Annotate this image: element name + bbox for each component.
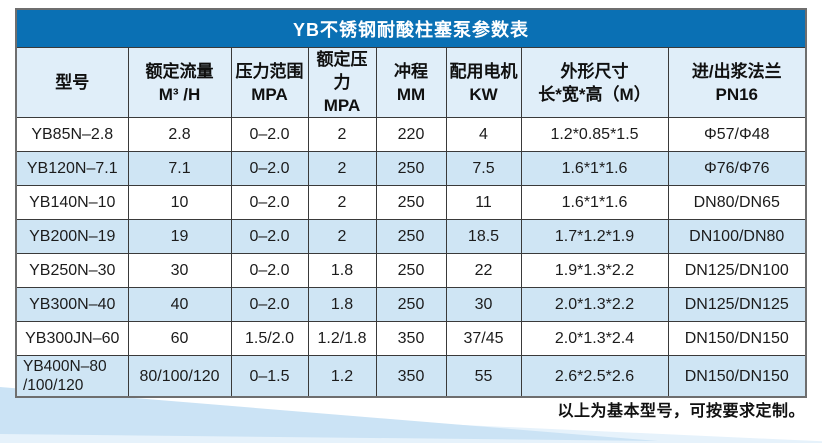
title-row: YB不锈钢耐酸柱塞泵参数表 [15,8,807,48]
column-header-dimensions: 外形尺寸 长*宽*高（M） [520,47,669,118]
table-row: YB85N–2.8 2.8 0–2.0 2 220 4 1.2*0.85*1.5 Φ57/Φ4… [15,117,807,152]
cell-model: YB85N–2.8 [15,117,129,152]
cell-rated-flow: 10 [127,185,232,220]
cell-stroke: 250 [375,219,447,254]
column-header-stroke: 冲程 MM [375,47,447,118]
cell-stroke: 350 [375,321,447,356]
cell-flange: DN125/DN125 [667,287,807,322]
cell-rated-pressure: 1.2 [307,355,377,398]
cell-stroke: 250 [375,185,447,220]
column-header-motor-power: 配用电机 KW [445,47,522,118]
cell-pressure-range: 0–2.0 [230,253,309,288]
cell-flange: DN150/DN150 [667,355,807,398]
cell-rated-pressure: 1.8 [307,287,377,322]
table-row: YB400N–80 /100/120 80/100/120 0–1.5 1.2 350 5… [15,355,807,398]
table-row: YB250N–30 30 0–2.0 1.8 250 22 1.9*1.3*2.2 DN125… [15,253,807,288]
table-row: YB300JN–60 60 1.5/2.0 1.2/1.8 350 37/45 2.0*1.… [15,321,807,356]
cell-rated-flow: 2.8 [127,117,232,152]
cell-rated-flow: 80/100/120 [127,355,232,398]
cell-stroke: 250 [375,151,447,186]
cell-motor-power: 22 [445,253,522,288]
cell-stroke: 220 [375,117,447,152]
cell-dimensions: 1.2*0.85*1.5 [520,117,669,152]
cell-flange: Φ76/Φ76 [667,151,807,186]
table-row: YB300N–40 40 0–2.0 1.8 250 30 2.0*1.3*2.2 DN125… [15,287,807,322]
column-header-rated-flow: 额定流量 M³ /H [127,47,232,118]
cell-motor-power: 30 [445,287,522,322]
cell-motor-power: 37/45 [445,321,522,356]
cell-rated-pressure: 2 [307,219,377,254]
table-row: YB140N–10 10 0–2.0 2 250 11 1.6*1*1.6 DN80/DN65 [15,185,807,220]
cell-pressure-range: 0–1.5 [230,355,309,398]
cell-pressure-range: 0–2.0 [230,151,309,186]
cell-pressure-range: 0–2.0 [230,117,309,152]
cell-dimensions: 2.6*2.5*2.6 [520,355,669,398]
cell-rated-flow: 60 [127,321,232,356]
cell-rated-pressure: 2 [307,117,377,152]
column-header-pressure-range: 压力范围 MPA [230,47,309,118]
table-title: YB不锈钢耐酸柱塞泵参数表 [15,8,807,48]
cell-model: YB250N–30 [15,253,129,288]
cell-model: YB400N–80 /100/120 [15,355,129,398]
cell-dimensions: 2.0*1.3*2.2 [520,287,669,322]
cell-model: YB300N–40 [15,287,129,322]
cell-pressure-range: 0–2.0 [230,185,309,220]
cell-model: YB140N–10 [15,185,129,220]
cell-rated-flow: 40 [127,287,232,322]
cell-pressure-range: 0–2.0 [230,219,309,254]
cell-stroke: 250 [375,287,447,322]
column-header-flange: 进/出浆法兰 PN16 [667,47,807,118]
cell-flange: DN100/DN80 [667,219,807,254]
column-header-model: 型号 [15,47,129,118]
cell-pressure-range: 0–2.0 [230,287,309,322]
cell-motor-power: 11 [445,185,522,220]
cell-pressure-range: 1.5/2.0 [230,321,309,356]
cell-model: YB200N–19 [15,219,129,254]
cell-dimensions: 1.9*1.3*2.2 [520,253,669,288]
cell-motor-power: 7.5 [445,151,522,186]
pump-spec-table: YB不锈钢耐酸柱塞泵参数表 型号 额定流量 M³ /H 压力范围 MPA 额定压力 M… [15,8,808,398]
cell-rated-flow: 30 [127,253,232,288]
table-row: YB200N–19 19 0–2.0 2 250 18.5 1.7*1.2*1.9 DN100… [15,219,807,254]
cell-dimensions: 1.6*1*1.6 [520,151,669,186]
cell-model: YB120N–7.1 [15,151,129,186]
footer-note: 以上为基本型号，可按要求定制。 [557,403,805,420]
cell-motor-power: 55 [445,355,522,398]
column-header-row: 型号 额定流量 M³ /H 压力范围 MPA 额定压力 MPA 冲程 MM 配用电机 KW… [15,47,807,118]
cell-rated-flow: 7.1 [127,151,232,186]
cell-model: YB300JN–60 [15,321,129,356]
column-header-rated-pressure: 额定压力 MPA [307,47,377,118]
cell-rated-pressure: 1.8 [307,253,377,288]
table-row: YB120N–7.1 7.1 0–2.0 2 250 7.5 1.6*1*1.6 Φ76/Φ7… [15,151,807,186]
cell-dimensions: 1.6*1*1.6 [520,185,669,220]
cell-rated-pressure: 1.2/1.8 [307,321,377,356]
cell-rated-pressure: 2 [307,185,377,220]
cell-rated-pressure: 2 [307,151,377,186]
cell-motor-power: 4 [445,117,522,152]
cell-motor-power: 18.5 [445,219,522,254]
cell-flange: DN80/DN65 [667,185,807,220]
cell-rated-flow: 19 [127,219,232,254]
cell-dimensions: 1.7*1.2*1.9 [520,219,669,254]
cell-flange: Φ57/Φ48 [667,117,807,152]
cell-flange: DN150/DN150 [667,321,807,356]
cell-dimensions: 2.0*1.3*2.4 [520,321,669,356]
cell-flange: DN125/DN100 [667,253,807,288]
cell-stroke: 250 [375,253,447,288]
cell-stroke: 350 [375,355,447,398]
